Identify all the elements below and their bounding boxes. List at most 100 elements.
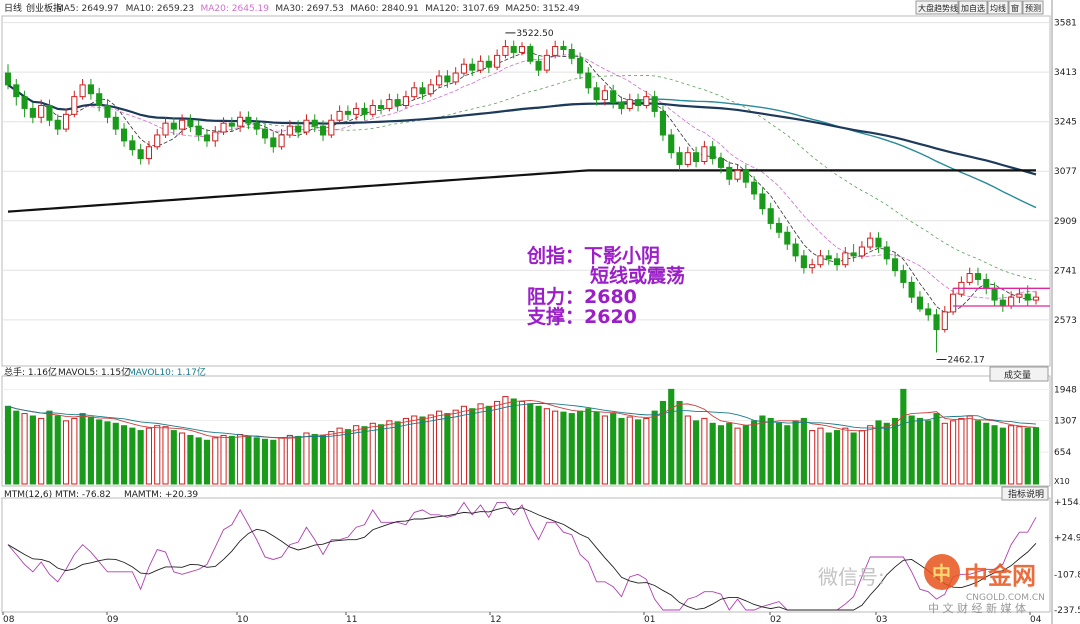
- volume-bar: [817, 427, 824, 485]
- volume-bar: [891, 417, 899, 485]
- candle-body: [4, 72, 12, 86]
- candle-body: [311, 119, 318, 127]
- volume-bar: [850, 432, 857, 485]
- mavol5-label: MAVOL5: 1.15亿: [58, 366, 130, 378]
- candle-body: [187, 119, 194, 127]
- date-tick-label: 01: [644, 615, 655, 624]
- volume-bar: [187, 434, 194, 485]
- candle-body: [833, 258, 841, 266]
- period-label[interactable]: 日线: [4, 2, 22, 14]
- date-tick-label: 11: [346, 615, 357, 624]
- candle-body: [751, 181, 758, 195]
- volume-bar: [419, 416, 426, 485]
- candle-body: [792, 243, 799, 257]
- volume-bar: [626, 416, 633, 485]
- volume-bar: [62, 420, 70, 485]
- candle-body: [900, 270, 907, 283]
- candle-body: [87, 84, 94, 95]
- annotation-line-4: 支撑：2620: [526, 305, 637, 328]
- mamtm-line: [7, 506, 1037, 611]
- price-annotations: 3522.50 2462.17: [505, 29, 985, 366]
- candle-body: [659, 110, 667, 136]
- toolbar-button: [1022, 0, 1044, 15]
- price-annotation-label: 3522.50: [516, 29, 553, 39]
- candle-body: [800, 255, 807, 269]
- volume-tick-label: 1307: [1054, 417, 1077, 427]
- candle-body: [601, 90, 608, 101]
- wechat-id-label: 微信号:: [818, 565, 885, 589]
- candle-body: [991, 287, 998, 301]
- volume-bar: [220, 434, 227, 485]
- indicator-help-button[interactable]: [1001, 486, 1049, 501]
- candle-body: [270, 137, 277, 148]
- volume-bar: [775, 422, 783, 485]
- candle-body: [784, 231, 791, 245]
- volume-bar: [278, 437, 285, 485]
- volume-bar: [79, 413, 86, 485]
- price-tick-label: 3077: [1054, 167, 1077, 177]
- toolbar-button-label: 窗: [1011, 3, 1019, 13]
- volume-unit: X10: [1054, 477, 1070, 486]
- candle-body: [286, 125, 293, 136]
- toolbar-button: [1008, 0, 1023, 15]
- toolbar-button-label: 大盘趋势线: [918, 3, 958, 13]
- brand-name: 中金网: [964, 562, 1036, 590]
- price-tick-label: 3581: [1054, 19, 1077, 29]
- toolbar-button: [987, 0, 1009, 15]
- volume-bar: [96, 419, 103, 485]
- volume-bar: [610, 413, 617, 485]
- volume-bar: [875, 420, 882, 485]
- ma250-line: [7, 169, 1036, 213]
- volume-bar: [734, 427, 741, 485]
- candle-body: [237, 116, 244, 127]
- candle-body: [950, 293, 957, 313]
- candle-body: [593, 87, 600, 101]
- volume-bar: [386, 420, 393, 485]
- candle-body: [933, 314, 940, 331]
- candle-body: [717, 158, 725, 168]
- volume-bar: [833, 430, 841, 485]
- candle-body: [883, 246, 890, 260]
- volume-indicator-button[interactable]: [989, 366, 1049, 382]
- volume-bar: [933, 413, 940, 485]
- watermark: 微信号: 中 中金网 CNGOLD.COM.CN 中 文 财 经 新 媒 体: [818, 554, 1045, 615]
- volume-bar: [245, 435, 252, 485]
- volume-bar: [402, 417, 410, 485]
- candle-body: [817, 255, 824, 266]
- candle-body: [767, 208, 774, 224]
- candle-body: [560, 46, 567, 50]
- volume-bar: [767, 417, 774, 485]
- volume-bar: [154, 425, 161, 485]
- volume-bar: [261, 438, 269, 485]
- candle-body: [394, 99, 401, 106]
- volume-bar: [270, 439, 277, 485]
- volume-bar: [4, 405, 12, 485]
- volume-bar: [319, 434, 327, 485]
- volume-bar: [751, 420, 758, 485]
- candle-body: [79, 84, 86, 98]
- volume-bar: [701, 417, 708, 485]
- volume-bar: [485, 405, 492, 485]
- candle-body: [419, 87, 426, 95]
- volume-bar: [842, 427, 849, 485]
- candle-body: [693, 152, 700, 163]
- volume-bar: [576, 410, 584, 485]
- toolbar-buttons[interactable]: 大盘趋势线 加自选 均线窗预测: [915, 0, 1044, 15]
- candle-body: [162, 122, 169, 136]
- volume-bar: [237, 433, 244, 485]
- volume-bar: [170, 430, 177, 485]
- volume-bar: [883, 422, 890, 485]
- candle-body: [319, 125, 327, 136]
- volume-tick-label: 654: [1054, 448, 1071, 458]
- candle-body: [137, 149, 144, 160]
- volume-bar: [634, 419, 642, 485]
- candle-body: [941, 311, 948, 331]
- candle-body: [195, 125, 202, 136]
- volume-bar: [601, 415, 608, 485]
- mtm-lines: [7, 501, 1037, 611]
- brand-site: CNGOLD.COM.CN: [966, 593, 1045, 603]
- ma-legend-item: MA250: 3152.49: [505, 4, 579, 14]
- candle-body: [527, 46, 534, 62]
- volume-bar: [618, 417, 625, 485]
